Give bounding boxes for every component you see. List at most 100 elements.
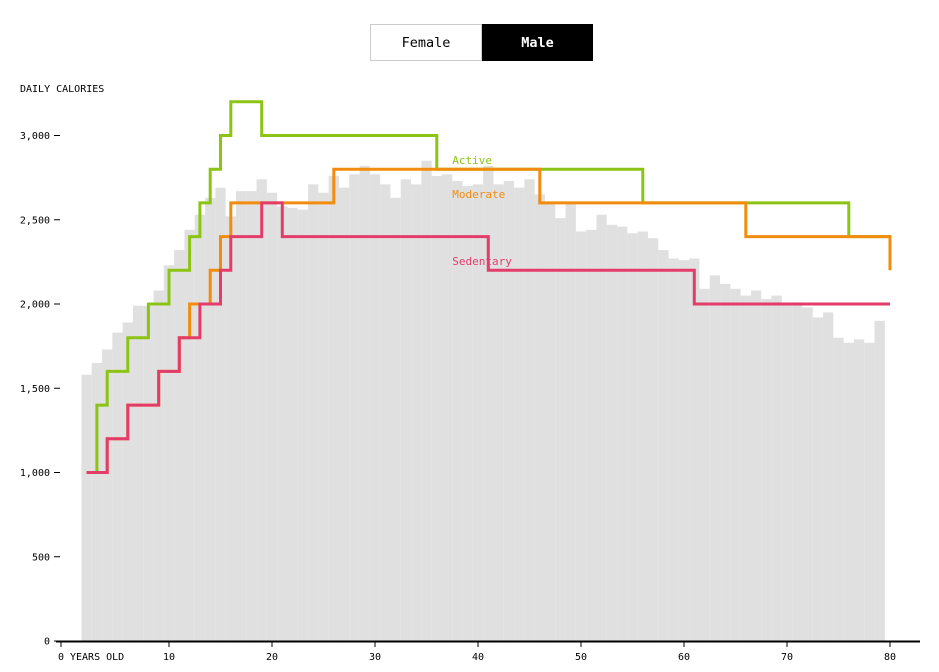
- population-bar: [266, 192, 278, 642]
- population-bar: [709, 275, 721, 641]
- population-bar: [771, 295, 782, 641]
- male-button[interactable]: Male: [482, 24, 593, 61]
- y-tick-label: 0: [44, 637, 50, 648]
- population-bar: [431, 175, 442, 641]
- x-tick-label: 60: [678, 652, 690, 663]
- population-bar: [843, 342, 854, 641]
- population-bar: [689, 258, 700, 641]
- population-bar: [400, 179, 412, 641]
- population-bar: [761, 298, 772, 641]
- population-bar: [658, 250, 669, 641]
- x-tick-label: 10: [163, 652, 175, 663]
- x-tick-label: 0: [58, 652, 64, 663]
- population-bar: [514, 187, 525, 642]
- y-tick-label: 2,500: [20, 215, 50, 226]
- population-bar: [369, 174, 381, 641]
- population-bar: [586, 229, 597, 642]
- population-bar: [359, 165, 370, 641]
- population-bar: [205, 197, 216, 641]
- x-tick-label: 20: [266, 652, 278, 663]
- y-tick-label: 2,000: [20, 300, 50, 311]
- population-bar: [720, 283, 731, 641]
- population-bar: [462, 186, 473, 642]
- population-bar: [483, 165, 494, 641]
- population-bar: [678, 260, 690, 641]
- population-bar: [452, 180, 463, 642]
- series-line-sedentary: [86, 201, 890, 474]
- population-bar: [421, 160, 432, 641]
- y-tick-label: 3,000: [20, 131, 50, 142]
- population-bar: [637, 231, 648, 642]
- population-bar: [380, 184, 391, 642]
- population-bar: [874, 320, 885, 641]
- population-bars: [81, 160, 885, 642]
- series-label-active: Active: [452, 154, 492, 167]
- population-bar: [812, 317, 824, 641]
- population-bar: [287, 207, 298, 641]
- population-bar: [91, 362, 103, 641]
- population-bar: [163, 265, 175, 641]
- population-bar: [349, 174, 360, 641]
- population-bar: [235, 191, 247, 641]
- population-bar: [802, 307, 813, 641]
- population-bar: [174, 250, 185, 641]
- population-bar: [699, 288, 710, 641]
- population-bar: [864, 342, 875, 641]
- population-bar: [555, 218, 566, 641]
- population-bar: [318, 192, 329, 642]
- axes: 0 500 1,000 1,500 2,000 2,500 3,000 0 10 20 30 40 50…: [20, 131, 920, 663]
- x-tick-label: 50: [575, 652, 587, 663]
- x-tick-label: 80: [884, 652, 896, 663]
- population-bar: [575, 231, 587, 642]
- sex-toggle: Female Male: [370, 24, 593, 61]
- population-bar: [596, 214, 607, 641]
- population-bar: [833, 337, 844, 641]
- population-bar: [740, 295, 751, 641]
- population-bar: [112, 332, 123, 641]
- y-tick-label: 500: [32, 552, 50, 563]
- population-bar: [225, 216, 236, 641]
- population-bar: [606, 224, 618, 642]
- population-bar: [328, 175, 339, 641]
- y-axis-title: DAILY CALORIES: [20, 84, 104, 95]
- population-bar: [246, 191, 257, 641]
- population-bar: [534, 194, 545, 641]
- x-axis-title: YEARS OLD: [70, 652, 124, 663]
- x-tick-label: 30: [369, 652, 381, 663]
- population-bar: [390, 197, 401, 641]
- population-bar: [297, 209, 309, 641]
- population-bar: [503, 180, 515, 642]
- population-bar: [524, 179, 535, 641]
- population-bar: [194, 214, 206, 641]
- series-label-moderate: Moderate: [452, 188, 505, 201]
- y-tick-label: 1,000: [20, 468, 50, 479]
- population-bar: [647, 238, 659, 641]
- population-bar: [184, 229, 195, 642]
- population-bar: [493, 184, 504, 642]
- population-bar: [153, 290, 164, 641]
- female-button[interactable]: Female: [370, 24, 482, 61]
- population-bar: [627, 233, 638, 642]
- population-bar: [143, 305, 154, 641]
- population-bar: [565, 202, 576, 641]
- population-bar: [792, 302, 803, 641]
- population-bar: [132, 305, 144, 641]
- y-tick-label: 1,500: [20, 384, 50, 395]
- population-bar: [102, 349, 113, 641]
- population-bar: [441, 174, 453, 641]
- population-bar: [338, 187, 350, 642]
- population-bar: [215, 187, 226, 642]
- population-bar: [853, 339, 865, 641]
- population-bar: [750, 290, 762, 641]
- series-label-sedentary: Sedentary: [452, 255, 512, 268]
- step-lines: Active Moderate Sedentary: [86, 100, 892, 474]
- population-bar: [472, 184, 484, 642]
- population-bar: [122, 322, 133, 641]
- population-bar: [256, 179, 267, 641]
- population-bar: [781, 304, 793, 641]
- population-bar: [617, 226, 628, 642]
- population-bar: [668, 258, 679, 641]
- population-bar: [823, 312, 834, 641]
- population-bar: [277, 206, 288, 641]
